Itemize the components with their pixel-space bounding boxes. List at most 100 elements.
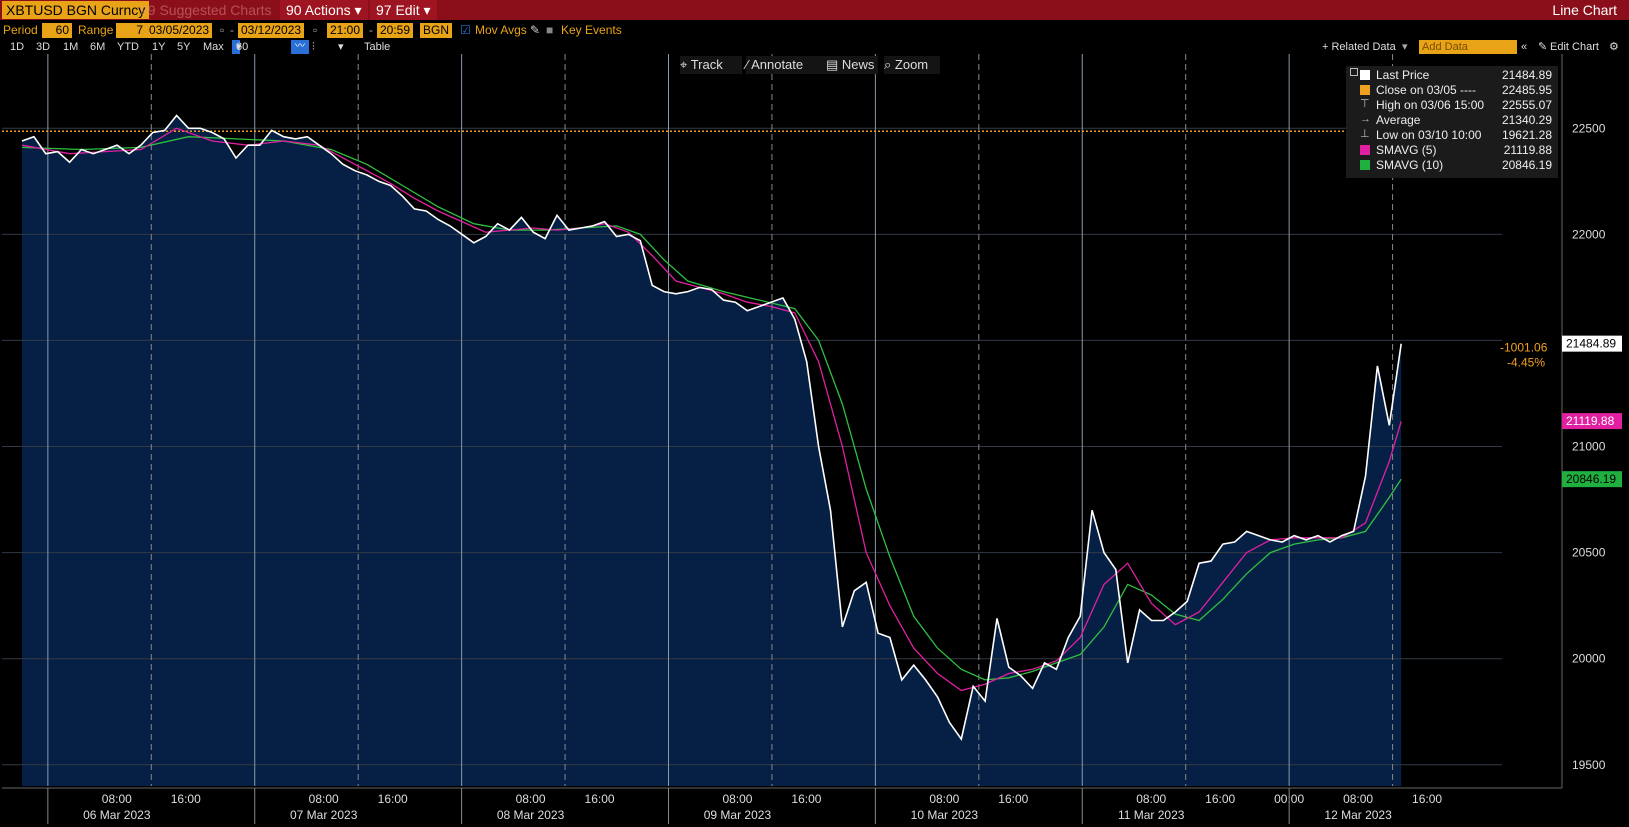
calendar-icon[interactable]: ▫ [313,23,318,37]
annotate-icon: ∕ [746,57,749,72]
calendar-icon[interactable]: ▫ [220,23,225,37]
x-day-label: 11 Mar 2023 [1118,808,1185,822]
magnifier-icon: ⌕ [884,57,892,72]
x-hour-label: 08:00 [102,792,132,806]
y-tick-label: 21000 [1572,440,1606,454]
legend-value: 21340.29 [1501,113,1552,127]
annotate-tool[interactable]: ∕ Annotate [746,56,828,74]
legend-swatch [1360,145,1370,155]
track-tool[interactable]: ⌖ Track [680,56,742,74]
y-tick-label: 19500 [1572,758,1606,772]
high-marker-icon: ⊤ [1360,98,1370,110]
pencil-icon: ✎ [1538,41,1548,53]
checkbox-checked-icon[interactable]: ☑ [460,23,471,37]
legend-row[interactable]: → Average 21340.29 [1346,113,1558,128]
low-marker-icon: ⊥ [1360,128,1370,140]
actions-label: 90 Actions [286,2,351,18]
news-tool[interactable]: ▤ News [826,56,878,74]
range-label: Range [78,23,114,37]
x-hour-label: 16:00 [378,792,408,806]
source-input[interactable]: BGN [420,23,453,38]
legend-row[interactable]: Last Price 21484.89 [1346,68,1558,83]
price-chart[interactable]: 1950020000205002100021500220002250021484… [0,54,1629,827]
legend-value: 21484.89 [1501,68,1552,82]
y-tick-label: 22500 [1572,121,1606,135]
legend-label: Close on 03/05 ---- [1376,83,1477,97]
last-value-tag [1562,471,1622,488]
x-day-label: 07 Mar 2023 [290,808,358,822]
legend-value: 22485.95 [1501,83,1552,97]
change-pct-label: -4.45% [1507,356,1545,370]
y-tick-label: 20000 [1572,652,1606,666]
legend-swatch [1360,70,1370,80]
legend-row[interactable]: ⊤ High on 03/06 15:00 22555.07 [1346,98,1558,113]
range-1y[interactable]: 1Y [152,41,166,53]
line-style-icon[interactable]: 〰 [291,40,309,54]
table-button[interactable]: Table [364,41,391,53]
legend-row[interactable]: ⊥ Low on 03/10 10:00 19621.28 [1346,128,1558,143]
y-tick-label: 20500 [1572,546,1606,560]
key-events-toggle[interactable]: Key Events [561,23,622,37]
x-day-label: 08 Mar 2023 [497,808,565,822]
collapse-icon[interactable]: « [1521,41,1528,53]
chevron-down-icon: ▾ [1402,41,1408,53]
legend-row[interactable]: Close on 03/05 ---- 22485.95 [1346,83,1558,98]
suggested-charts-button[interactable]: 99 Suggested Charts [140,2,272,18]
x-hour-label: 08:00 [722,792,752,806]
range-input[interactable]: 7 [116,23,146,38]
zoom-tool[interactable]: ⌕ Zoom [884,56,940,74]
mov-avgs-toggle[interactable]: Mov Avgs [475,23,527,37]
x-day-label: 09 Mar 2023 [704,808,772,822]
x-hour-label: 08:00 [516,792,546,806]
sma10-line[interactable] [21,136,1402,681]
pencil-icon[interactable]: ✎ [530,23,541,37]
chevron-down-icon: ▾ [236,41,242,53]
add-data-input[interactable]: Add Data [1419,40,1517,54]
settings-icon[interactable]: ⚙ [1609,41,1619,53]
range-1d[interactable]: 1D [10,41,25,53]
range-5y[interactable]: 5Y [177,41,191,53]
average-marker-icon: → [1360,113,1371,125]
title-bar: XBTUSD BGN Curncy 99 Suggested Charts 90… [0,0,1629,20]
zoom-label: Zoom [894,57,929,72]
time-separator: - [369,23,373,37]
range-ytd[interactable]: YTD [117,41,139,53]
period-input[interactable]: 60 [42,23,72,38]
crosshair-icon: ⌖ [680,57,688,72]
range-1m[interactable]: 1M [63,41,79,53]
related-data-button[interactable]: + Related Data [1322,41,1396,53]
legend-value: 19621.28 [1501,128,1552,142]
legend-label: High on 03/06 15:00 [1376,98,1485,112]
x-hour-label: 16:00 [585,792,615,806]
last-value-tag [1562,413,1622,430]
start-time-input[interactable]: 21:00 [327,23,364,38]
range-6m[interactable]: 6M [90,41,106,53]
interval-dropdown[interactable]: 60 Min ▾ [232,40,254,67]
bar-style-icon[interactable]: ⫶ [312,41,315,53]
x-day-label: 10 Mar 2023 [911,808,979,822]
end-date-input[interactable]: 03/12/2023 [238,23,305,38]
style-dropdown-icon[interactable]: ▾ [338,41,344,53]
chart-type-title: Line Chart [1552,2,1617,18]
legend-swatch [1360,160,1370,170]
ticker-field[interactable]: XBTUSD BGN Curncy [2,1,150,19]
actions-menu[interactable]: 90 Actions ▾ [280,0,368,20]
legend-row[interactable]: SMAVG (10) 20846.19 [1346,158,1558,173]
edit-label: 97 Edit [376,2,420,18]
edit-chart-button[interactable]: Edit Chart [1550,41,1599,53]
legend-row[interactable]: SMAVG (5) 21119.88 [1346,143,1558,158]
x-hour-label: 16:00 [1412,792,1442,806]
legend-collapse-icon[interactable] [1350,68,1358,76]
end-time-input[interactable]: 20:59 [377,23,414,38]
legend-label: Last Price [1376,68,1430,82]
price-line[interactable] [21,114,1402,742]
x-hour-label: 16:00 [171,792,201,806]
checkbox-icon[interactable]: ■ [546,23,554,37]
range-3d[interactable]: 3D [36,41,51,53]
start-date-input[interactable]: 03/05/2023 [146,23,213,38]
sma5-line[interactable] [21,127,1402,692]
range-max[interactable]: Max [203,41,224,53]
edit-menu[interactable]: 97 Edit ▾ [370,0,437,20]
last-value-label: 20846.19 [1566,472,1616,486]
x-hour-label: 08:00 [1136,792,1166,806]
